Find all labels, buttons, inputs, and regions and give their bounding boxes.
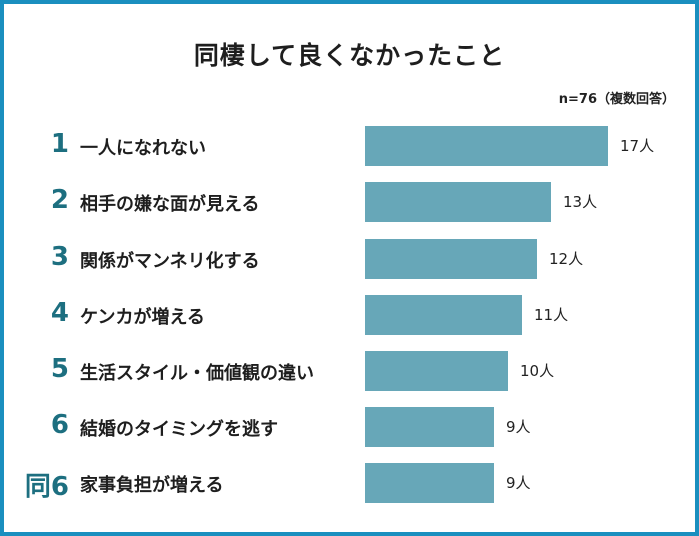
category-label: ケンカが増える — [80, 307, 205, 328]
bar-row: 6 結婚のタイミングを逃す 9人 — [4, 407, 695, 447]
rank-number: 2 — [50, 185, 69, 215]
value-label: 13人 — [563, 193, 598, 211]
category-label: 一人になれない — [80, 138, 206, 159]
category-label: 生活スタイル・価値観の違い — [80, 363, 314, 384]
bar-row: 1 一人になれない 17人 — [4, 126, 695, 166]
category-label: 関係がマンネリ化する — [80, 251, 260, 272]
bar — [365, 295, 522, 335]
bar-row: 2 相手の嫌な面が見える 13人 — [4, 182, 695, 222]
bar-row: 3 関係がマンネリ化する 12人 — [4, 239, 695, 279]
category-label: 家事負担が増える — [80, 475, 224, 496]
bar-row: 4 ケンカが増える 11人 — [4, 295, 695, 335]
bar — [365, 351, 508, 391]
value-label: 11人 — [534, 306, 569, 324]
category-label: 相手の嫌な面が見える — [80, 194, 260, 215]
rank-number: 1 — [50, 129, 69, 159]
value-label: 17人 — [620, 137, 655, 155]
sample-note: n=76（複数回答） — [558, 92, 675, 107]
rank-number: 同6 — [24, 472, 69, 502]
rank-number: 5 — [50, 354, 69, 384]
bar-row: 同6 家事負担が増える 9人 — [4, 463, 695, 503]
chart-title: 同棲して良くなかったこと — [193, 41, 506, 70]
bar — [365, 182, 551, 222]
bar — [365, 407, 494, 447]
value-label: 9人 — [506, 418, 531, 436]
rank-number: 6 — [50, 410, 69, 440]
value-label: 12人 — [549, 250, 584, 268]
value-label: 10人 — [520, 362, 555, 380]
category-label: 結婚のタイミングを逃す — [80, 419, 278, 440]
bar-row: 5 生活スタイル・価値観の違い 10人 — [4, 351, 695, 391]
bar — [365, 239, 537, 279]
rank-number: 4 — [50, 298, 69, 328]
rank-number: 3 — [50, 242, 69, 272]
bar — [365, 463, 494, 503]
bar — [365, 126, 608, 166]
value-label: 9人 — [506, 474, 531, 492]
